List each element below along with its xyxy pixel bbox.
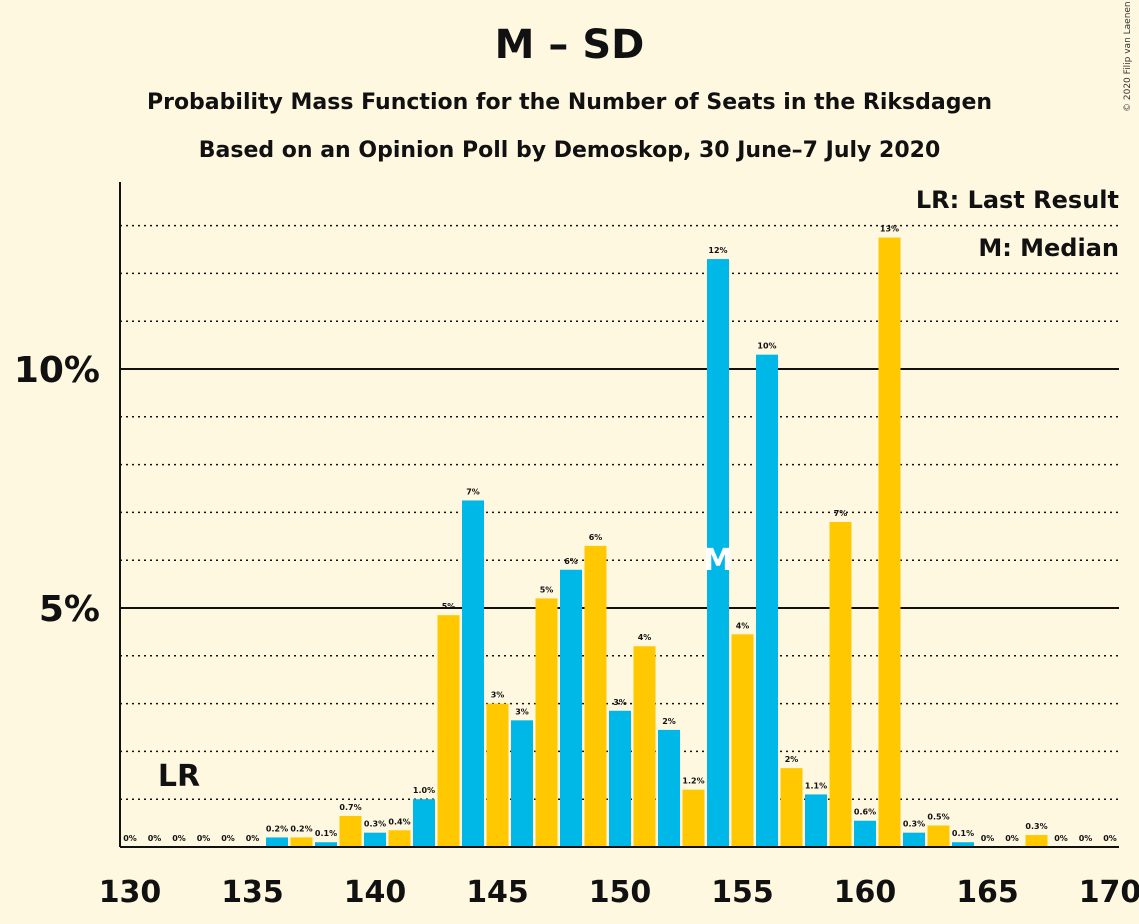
- chart-title: M – SD: [494, 22, 645, 68]
- bar-label-seat-168: 0%: [1054, 834, 1068, 843]
- bar-label-seat-132: 0%: [172, 834, 186, 843]
- bar-label-seat-162: 0.3%: [903, 820, 925, 829]
- markers: LR M: [158, 543, 733, 794]
- bar-label-seat-143: 5%: [442, 602, 456, 611]
- bar-label-seat-154: 12%: [708, 246, 727, 255]
- bar-seat-147: [535, 598, 558, 847]
- bar-seat-143: [437, 615, 460, 847]
- bar-label-seat-147: 5%: [540, 585, 554, 594]
- bar-label-seat-153: 1.2%: [682, 777, 704, 786]
- x-tick-label: 160: [834, 875, 897, 910]
- bar-label-seat-165: 0%: [981, 834, 995, 843]
- x-tick-label: 145: [466, 875, 529, 910]
- bar-label-seat-150: 3%: [613, 698, 627, 707]
- bar-seat-160: [854, 820, 876, 847]
- bar-label-seat-138: 0.1%: [315, 829, 337, 838]
- bar-seat-163: [927, 825, 950, 847]
- bar-seat-157: [780, 768, 803, 847]
- bar-seat-138: [315, 842, 337, 847]
- bar-seat-141: [388, 830, 411, 847]
- x-tick-label: 170: [1079, 875, 1139, 910]
- x-tick-label: 135: [221, 875, 284, 910]
- bar-seat-159: [829, 521, 852, 847]
- bar-seat-148: [560, 569, 582, 847]
- bar-label-seat-158: 1.1%: [805, 781, 827, 790]
- bar-seat-139: [339, 815, 362, 847]
- bar-label-seat-160: 0.6%: [854, 808, 876, 817]
- chart-source-subtitle: Based on an Opinion Poll by Demoskop, 30…: [198, 138, 941, 163]
- bar-seat-149: [584, 545, 607, 847]
- bar-label-seat-133: 0%: [197, 834, 211, 843]
- legend-median: M: Median: [978, 234, 1119, 262]
- bar-label-seat-148: 6%: [564, 557, 578, 566]
- bar-label-seat-157: 2%: [785, 755, 799, 764]
- x-tick-label: 150: [589, 875, 652, 910]
- bar-label-seat-141: 0.4%: [388, 817, 410, 826]
- bar-seat-136: [266, 837, 288, 847]
- bar-seat-150: [609, 710, 631, 847]
- bar-seat-151: [633, 646, 656, 847]
- bar-seat-140: [364, 832, 386, 847]
- bar-seat-167: [1025, 835, 1048, 847]
- bar-seat-144: [462, 500, 484, 847]
- bar-seat-137: [290, 837, 313, 847]
- bar-label-seat-152: 2%: [662, 717, 676, 726]
- bar-label-seat-134: 0%: [221, 834, 235, 843]
- y-tick-label: 5%: [39, 589, 100, 630]
- bar-label-seat-166: 0%: [1005, 834, 1019, 843]
- bar-seat-142: [413, 799, 435, 847]
- bar-seat-154: [707, 259, 729, 847]
- last-result-marker: LR: [158, 759, 200, 794]
- bar-label-seat-140: 0.3%: [364, 820, 386, 829]
- bar-seat-146: [511, 720, 533, 847]
- bar-seat-161: [878, 237, 901, 848]
- bar-label-seat-144: 7%: [466, 487, 480, 496]
- bar-label-seat-139: 0.7%: [339, 803, 361, 812]
- bar-label-seat-156: 10%: [757, 342, 776, 351]
- axes: 5% 10% 130 135 140 145 150 155 160 165 170: [14, 182, 1139, 910]
- bar-label-seat-137: 0.2%: [290, 824, 312, 833]
- bar-label-seat-145: 3%: [491, 691, 505, 700]
- bar-label-seat-155: 4%: [736, 621, 750, 630]
- bar-seat-158: [805, 794, 827, 847]
- bar-label-seat-161: 13%: [880, 225, 899, 234]
- bar-label-seat-151: 4%: [638, 633, 652, 642]
- bar-label-seat-159: 7%: [834, 509, 848, 518]
- x-tick-label: 140: [344, 875, 407, 910]
- bar-seat-156: [756, 354, 778, 847]
- bar-label-seat-163: 0.5%: [927, 812, 949, 821]
- bar-label-seat-164: 0.1%: [952, 829, 974, 838]
- x-tick-label: 130: [99, 875, 162, 910]
- bar-seat-164: [952, 842, 974, 847]
- bar-seat-145: [486, 703, 509, 847]
- bar-label-seat-170: 0%: [1103, 834, 1117, 843]
- bar-seat-152: [658, 729, 680, 847]
- bar-label-seat-149: 6%: [589, 533, 603, 542]
- bar-label-seat-167: 0.3%: [1025, 822, 1047, 831]
- x-tick-label: 155: [711, 875, 774, 910]
- bar-seat-153: [682, 789, 705, 847]
- bar-label-seat-142: 1.0%: [413, 786, 435, 795]
- bar-label-seat-130: 0%: [123, 834, 137, 843]
- bar-seat-162: [903, 832, 925, 847]
- bar-label-seat-169: 0%: [1079, 834, 1093, 843]
- legend-last-result: LR: Last Result: [915, 186, 1119, 214]
- bar-label-seat-135: 0%: [246, 834, 260, 843]
- x-tick-label: 165: [956, 875, 1019, 910]
- bar-label-seat-131: 0%: [148, 834, 162, 843]
- chart-subtitle: Probability Mass Function for the Number…: [146, 90, 993, 115]
- y-tick-label: 10%: [14, 350, 100, 391]
- bar-label-seat-146: 3%: [515, 707, 529, 716]
- bar-label-seat-136: 0.2%: [266, 824, 288, 833]
- bar-seat-155: [731, 634, 754, 847]
- bars: [266, 237, 1048, 848]
- median-marker: M: [703, 543, 733, 578]
- bar-labels: 0% 0% 0% 0% 0% 0%0.2% 0.2%0.1%0.7%0.3% 0.4%1.0%…: [123, 225, 1117, 843]
- gridlines: [120, 224, 1119, 800]
